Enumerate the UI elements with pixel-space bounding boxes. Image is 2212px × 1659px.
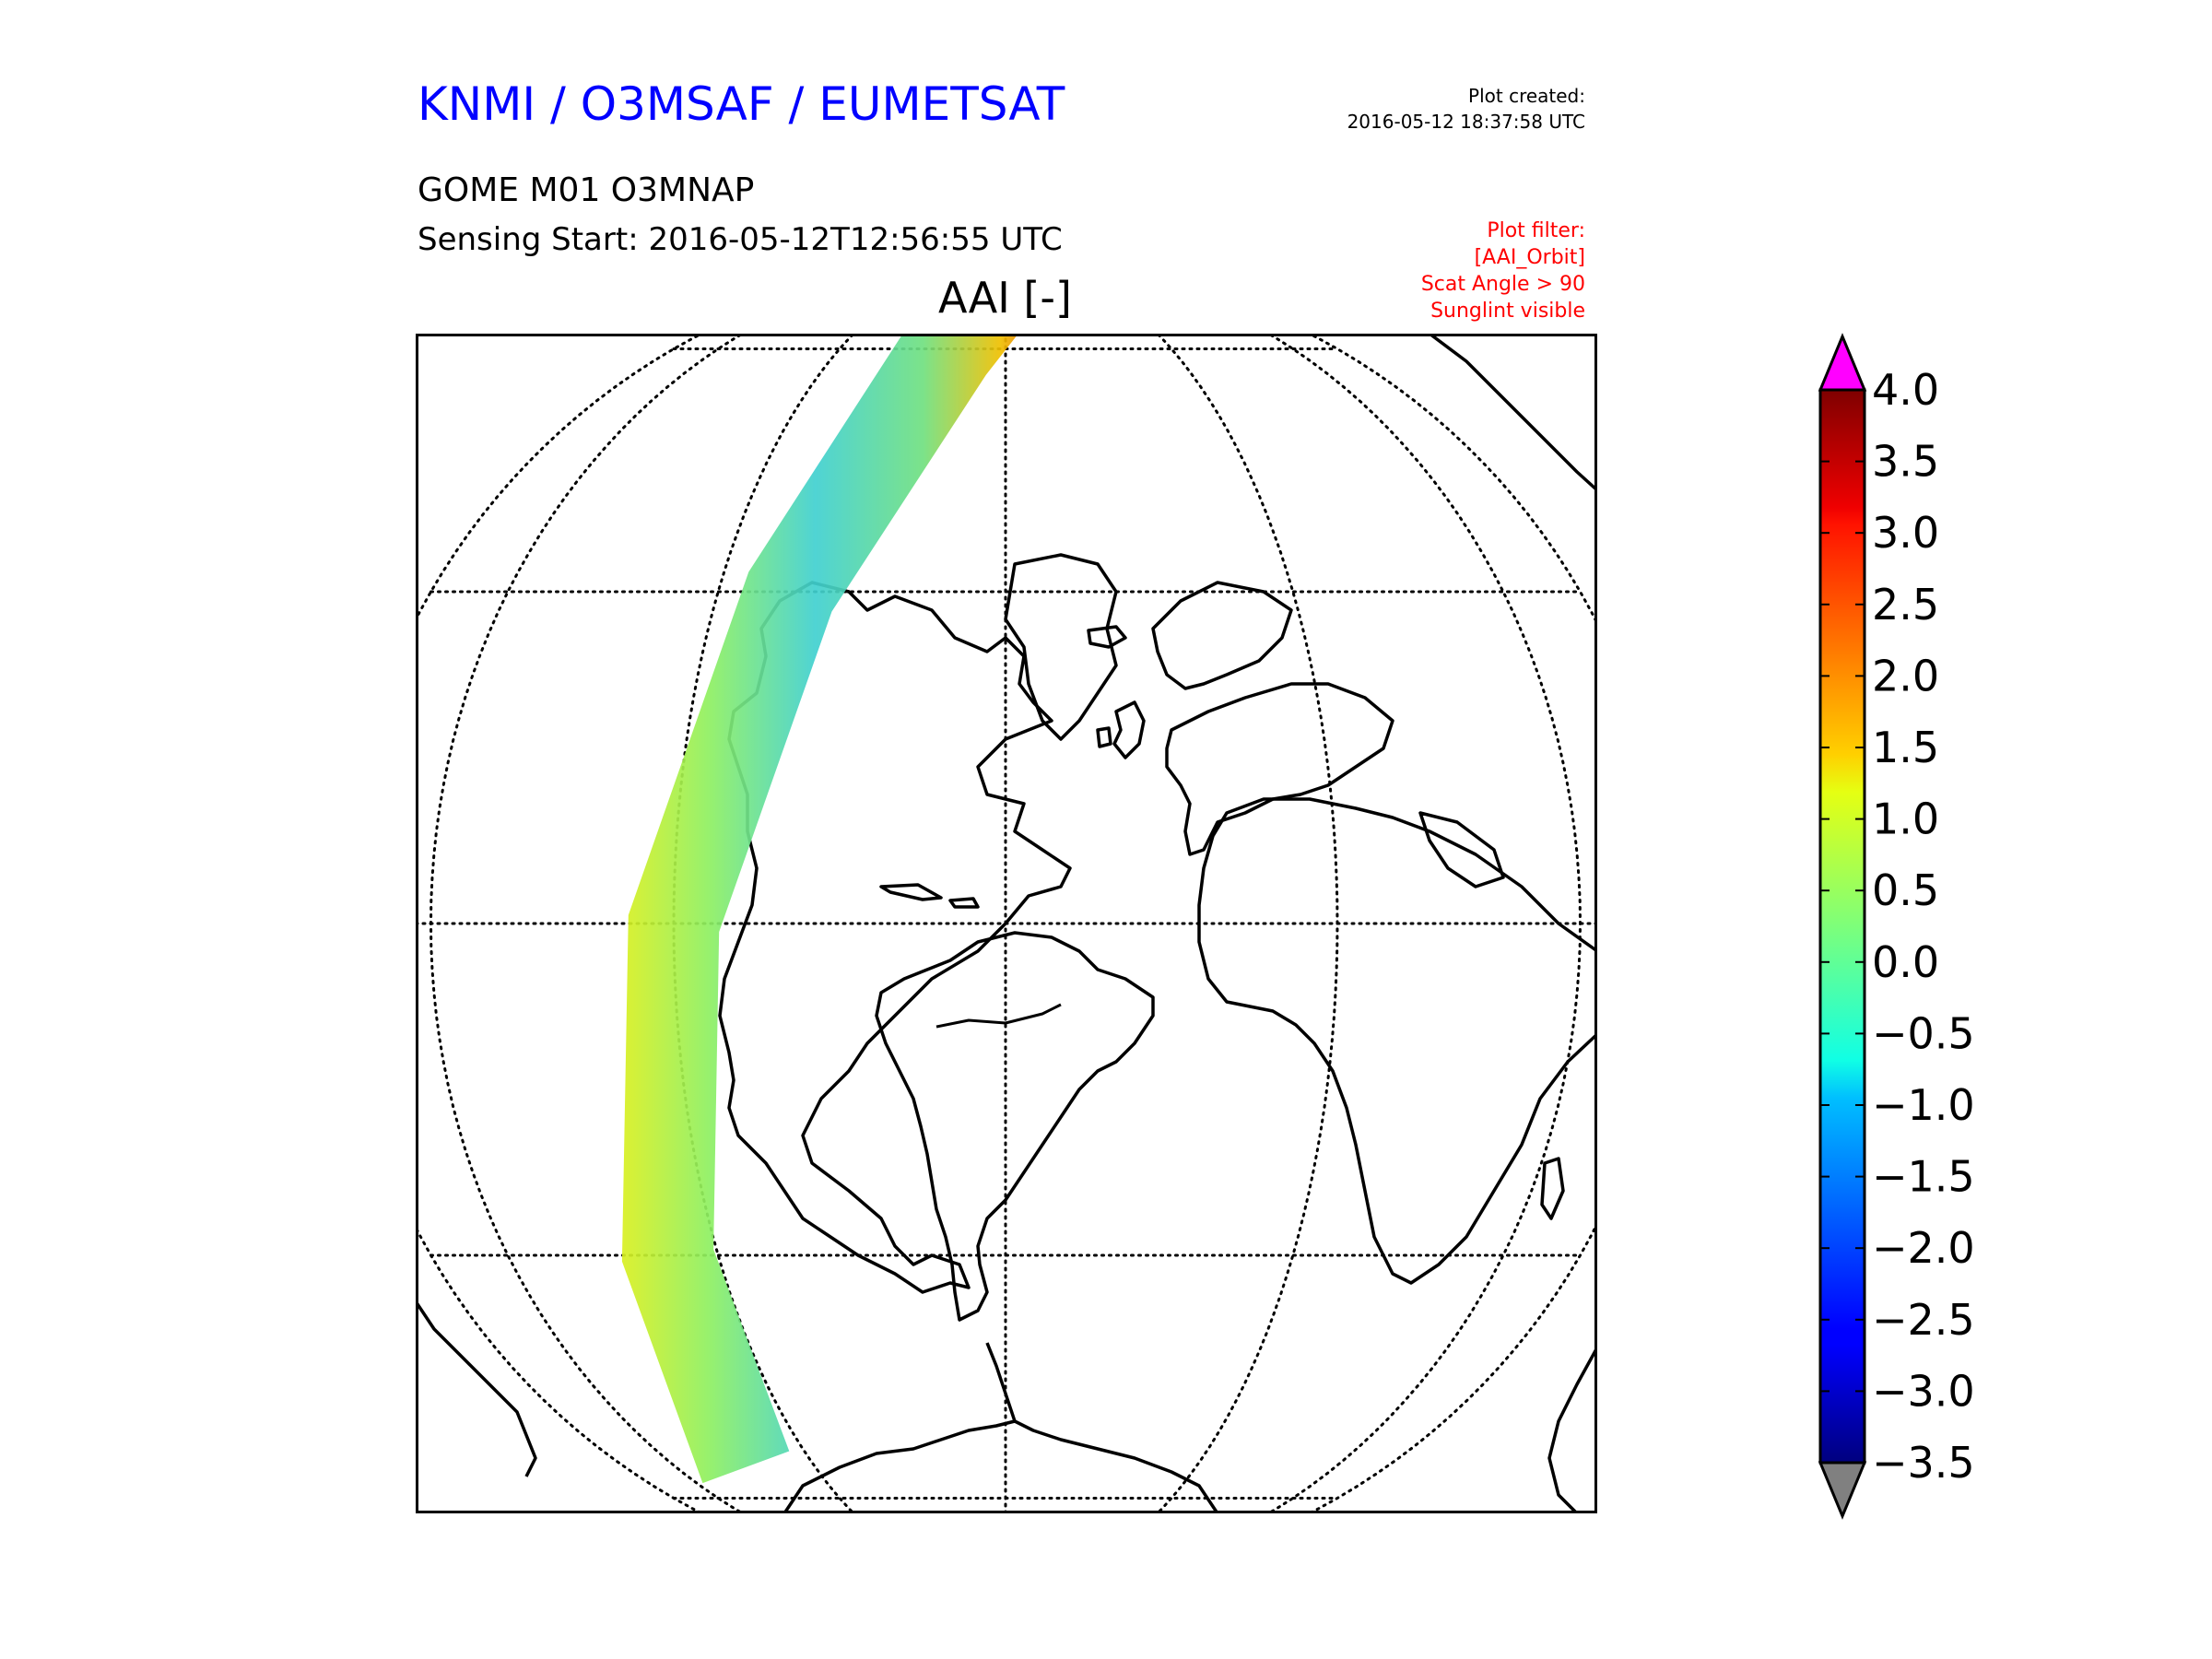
coast-arabia xyxy=(1418,811,1505,888)
amazon-river xyxy=(935,1003,1062,1029)
coast-hispaniola xyxy=(948,897,980,909)
coast-antarctica xyxy=(782,1419,1219,1513)
colorbar-tick-label: −2.0 xyxy=(1872,1223,1975,1273)
plot-created-label: Plot created: xyxy=(1468,85,1585,107)
plot-created-time: 2016-05-12 18:37:58 UTC xyxy=(1347,111,1585,133)
coast-africa xyxy=(1197,797,1597,1285)
colorbar-tick-label: −0.5 xyxy=(1872,1008,1975,1058)
coast-south-america xyxy=(875,931,1155,1322)
map-title: AAI [-] xyxy=(938,273,1072,323)
colorbar-tick-label: 0.5 xyxy=(1872,865,1939,915)
meridian-line xyxy=(1306,334,1597,1513)
plot-filter: Plot filter: [AAI_Orbit] Scat Angle > 90… xyxy=(1421,218,1585,324)
colorbar-tick-label: 1.5 xyxy=(1872,723,1939,772)
colorbar-tick-label: −2.5 xyxy=(1872,1295,1975,1345)
coast-ireland xyxy=(1096,726,1112,748)
coast-scandinavia xyxy=(1151,581,1293,690)
filter-line-orbit: [AAI_Orbit] xyxy=(1474,246,1585,269)
coast-cuba xyxy=(879,883,943,901)
coast-asia-edge xyxy=(1428,334,1597,492)
coast-britain xyxy=(1112,700,1146,759)
colorbar-over-arrow xyxy=(1818,333,1867,392)
aai-swath xyxy=(621,334,1018,1484)
colorbar-tick-label: −1.0 xyxy=(1872,1080,1975,1130)
coast-australia-edge xyxy=(1547,1347,1597,1513)
colorbar-gradient xyxy=(1820,390,1865,1463)
meridian-line xyxy=(416,334,705,1513)
coast-west-pacific xyxy=(416,1300,537,1477)
filter-line-scat-angle: Scat Angle > 90 xyxy=(1420,273,1585,296)
org-title: KNMI / O3MSAF / EUMETSAT xyxy=(418,77,1065,131)
colorbar-tick-label: 2.0 xyxy=(1872,651,1939,700)
plot-created: Plot created: 2016-05-12 18:37:58 UTC xyxy=(1347,83,1585,135)
colorbar-tick-label: −3.0 xyxy=(1872,1366,1975,1416)
colorbar-frame xyxy=(1818,388,1866,1465)
colorbar-under-arrow xyxy=(1818,1461,1867,1520)
colorbar: 4.0 3.5 3.0 2.5 2.0 1.5 1.0 0.5 0.0 −0.5 −1.0 −1.5 −… xyxy=(1818,333,1975,1520)
product-name: GOME M01 O3MNAP xyxy=(418,171,755,209)
meridian-line xyxy=(1265,334,1583,1513)
coast-antarctic-peninsula xyxy=(985,1342,1017,1422)
meridian-line xyxy=(1155,334,1339,1513)
coast-europe xyxy=(1165,682,1394,856)
sensing-start: Sensing Start: 2016-05-12T12:56:55 UTC xyxy=(418,221,1063,258)
colorbar-tick-label: −3.5 xyxy=(1872,1438,1975,1488)
map-panel xyxy=(416,334,1597,1513)
colorbar-tick-label: 4.0 xyxy=(1872,365,1939,415)
coast-greenland xyxy=(1004,553,1118,741)
coast-iceland xyxy=(1087,625,1127,649)
coastlines xyxy=(416,334,1597,1513)
meridian-line xyxy=(429,334,746,1513)
colorbar-tick-label: 3.5 xyxy=(1872,437,1939,487)
colorbar-tick-label: −1.5 xyxy=(1872,1152,1975,1202)
swath-fill xyxy=(621,334,1018,1484)
filter-line-sunglint: Sunglint visible xyxy=(1430,300,1585,323)
coast-madagascar xyxy=(1540,1157,1565,1220)
colorbar-tick-label: 0.0 xyxy=(1872,937,1939,987)
colorbar-tick-label: 2.5 xyxy=(1872,580,1939,629)
colorbar-tick-label: 3.0 xyxy=(1872,508,1939,558)
filter-line-title: Plot filter: xyxy=(1487,219,1585,242)
map-frame xyxy=(416,334,1597,1513)
coast-north-america xyxy=(718,581,1072,1294)
colorbar-tick-label: 1.0 xyxy=(1872,794,1939,844)
colorbar-ticks: 4.0 3.5 3.0 2.5 2.0 1.5 1.0 0.5 0.0 −0.5 −1.0 −1.5 −… xyxy=(1820,365,1975,1488)
